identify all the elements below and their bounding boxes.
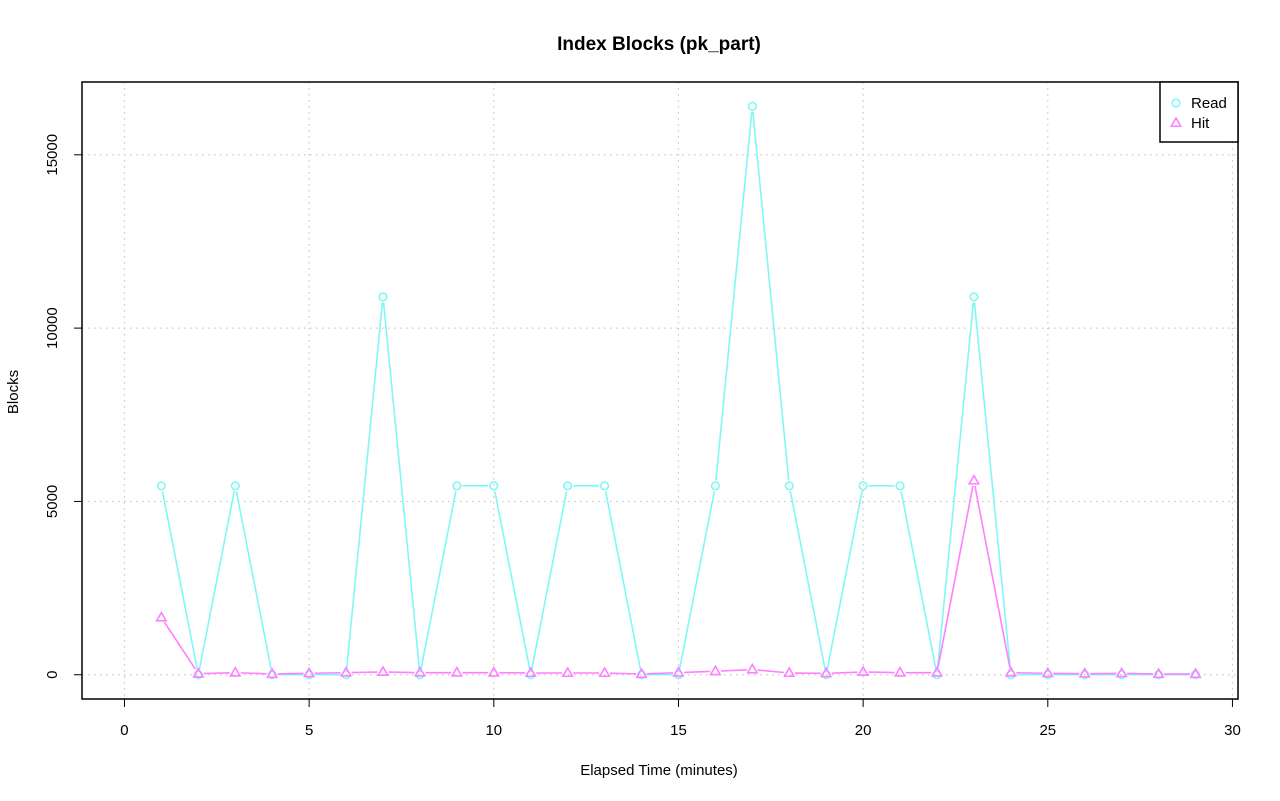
data-point — [967, 474, 981, 485]
data-point — [339, 666, 353, 677]
series-segment — [531, 491, 568, 670]
data-point — [266, 667, 279, 679]
grid — [82, 82, 1238, 699]
y-axis-label: Blocks — [5, 370, 22, 414]
series-segment — [345, 302, 384, 670]
series-segment — [198, 491, 236, 670]
series-segment — [610, 672, 637, 675]
series-segment — [789, 491, 826, 670]
series-segment — [683, 670, 710, 674]
series-segment — [646, 672, 674, 675]
data-point — [378, 292, 388, 302]
series-segment — [715, 111, 753, 481]
data-point — [156, 481, 167, 491]
legend-marker — [1169, 116, 1183, 128]
legend-box — [1159, 81, 1239, 143]
legend: Read Hit — [1159, 81, 1239, 143]
y-tick-label: 15000 — [44, 134, 61, 176]
series-segment — [240, 672, 267, 675]
data-point — [893, 666, 907, 677]
data-point — [1078, 667, 1091, 678]
data-point — [303, 666, 316, 678]
series-segment — [203, 672, 230, 675]
legend-label: Hit — [1191, 115, 1210, 132]
plot-frame — [81, 81, 1239, 700]
series-segment — [235, 491, 272, 670]
series-segment — [973, 302, 1012, 670]
data-point — [1041, 666, 1054, 678]
data-point — [487, 666, 500, 677]
y-tick-label: 5000 — [44, 485, 61, 518]
series-segment — [161, 491, 199, 670]
data-point — [969, 292, 979, 302]
data-point — [672, 666, 685, 677]
data-point — [635, 667, 648, 679]
y-axis: 0 5000 10000 15000 — [44, 134, 82, 679]
series-hit — [155, 474, 1202, 679]
series-segment — [420, 491, 457, 670]
x-tick-label: 30 — [1224, 722, 1241, 739]
data-point — [229, 666, 242, 677]
series-segment — [937, 485, 974, 668]
y-tick-label: 0 — [44, 671, 61, 679]
series-segment — [494, 491, 531, 670]
data-point — [930, 666, 944, 677]
x-tick-label: 5 — [305, 722, 313, 739]
data-point — [452, 481, 462, 491]
chart-title: Index Blocks (pk_part) — [557, 34, 761, 55]
x-tick-label: 10 — [485, 722, 502, 739]
x-axis: 0 5 10 15 20 25 30 — [120, 699, 1241, 739]
series-segment — [757, 669, 784, 674]
y-tick-label: 10000 — [44, 307, 61, 349]
data-point — [598, 666, 611, 678]
x-tick-label: 15 — [670, 722, 687, 739]
series-segment — [163, 621, 196, 670]
data-point — [858, 481, 868, 491]
series-segment — [826, 491, 863, 670]
x-tick-label: 25 — [1039, 722, 1056, 739]
series-segment — [936, 302, 975, 670]
data-point — [1189, 667, 1202, 679]
data-point — [376, 665, 390, 677]
data-point — [192, 667, 205, 678]
data-point — [450, 666, 464, 677]
data-point — [820, 666, 833, 678]
data-point — [1115, 666, 1128, 678]
data-point — [747, 101, 757, 111]
legend-label: Read — [1191, 95, 1227, 112]
series-segment — [678, 491, 716, 670]
data-point — [710, 481, 720, 491]
data-point — [1004, 666, 1017, 677]
series-segment — [900, 491, 937, 670]
series-segment — [974, 485, 1011, 668]
series-read — [156, 101, 1201, 680]
data-point — [155, 610, 168, 622]
data-point — [489, 481, 499, 491]
data-point — [784, 481, 794, 491]
x-tick-label: 0 — [120, 722, 128, 739]
series-segment — [382, 302, 421, 670]
series-segment — [720, 668, 747, 672]
data-point — [561, 666, 574, 678]
data-point — [709, 664, 722, 676]
data-point — [524, 666, 537, 678]
data-point — [783, 666, 796, 678]
data-point — [413, 666, 427, 677]
legend-marker — [1171, 98, 1181, 108]
series-segment — [752, 111, 790, 481]
series-layer — [155, 101, 1202, 680]
x-axis-label: Elapsed Time (minutes) — [580, 762, 738, 779]
data-point — [563, 481, 573, 491]
data-point — [746, 662, 759, 674]
x-tick-label: 20 — [855, 722, 872, 739]
series-segment — [831, 671, 858, 674]
data-point — [856, 665, 870, 677]
data-point — [895, 481, 905, 491]
data-point — [230, 481, 240, 491]
data-point — [600, 481, 610, 491]
series-segment — [604, 491, 642, 670]
data-point — [1152, 667, 1165, 679]
